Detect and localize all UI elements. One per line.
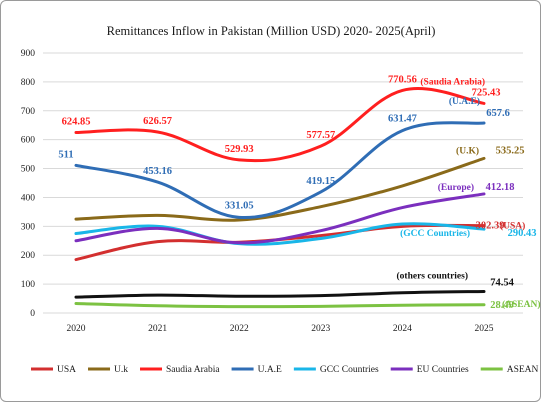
legend-item-gcc-countries: GCC Countries [293,365,379,375]
data-label: 631.47 [388,114,417,125]
data-label: 331.05 [225,200,254,211]
data-label: 419.15 [306,176,335,187]
legend-label: U.k [114,365,128,375]
x-tick-label: 2020 [67,324,86,334]
data-label: 725.43 [472,87,501,98]
series-line-other-countries [74,289,486,299]
annotation-saudia-arabia: (Saudia Arabia) [420,76,485,87]
legend-label: U.A.E [258,365,282,375]
annotation-gcc-countries: (GCC Countries) [400,228,470,239]
data-label: 577.57 [306,130,335,141]
y-tick-label: 900 [21,49,36,59]
series-line-u-a-e [74,121,486,220]
legend: USA U.k Saudia Arabia U.A.E GCC Countries EU … [31,365,539,375]
legend-item-asean: ASEAN [480,365,539,375]
data-label: 511 [58,149,73,160]
y-tick-label: 200 [21,251,36,261]
annotation-europe: (Europe) [438,182,474,193]
annotation-u-k: (U.K) [456,145,479,156]
data-label: 412.18 [486,182,515,193]
series-lines [74,87,486,309]
annotation-usa: (USA) [500,221,525,232]
annotations: (Saudia Arabia) (U.A.E) (U.K) (Europe) (USA)… [397,76,541,309]
legend-item-u-a-e: U.A.E [231,365,282,375]
annotation-asean: (ASEAN) [502,299,541,310]
series-line-gcc-countries [74,222,486,246]
y-tick-label: 0 [30,309,35,319]
x-tick-label: 2025 [475,324,494,334]
x-tick-label: 2021 [148,324,167,334]
x-tick-label: 2024 [393,324,412,334]
data-label: 290.43 [508,228,537,239]
legend-item-saudia-arabia: Saudia Arabia [140,365,220,375]
data-label: 28.49 [490,300,514,311]
x-tick-label: 2023 [311,324,330,334]
x-tick-label: 2022 [230,324,249,334]
x-axis: 2020 2021 2022 2023 2024 2025 [67,324,494,334]
legend-label: GCC Countries [320,365,379,375]
series-line-saudia-arabia [74,87,486,163]
legend-label: USA [57,365,76,375]
data-label: 529.93 [225,144,254,155]
legend-label: EU Countries [417,365,469,375]
data-label: 302.39 [476,221,505,232]
series-line-eu-countries [74,192,486,245]
data-label: 624.85 [62,116,91,127]
series-line-asean [74,301,486,309]
data-label: 626.57 [143,116,172,127]
y-axis: 0 100 200 300 400 500 600 700 800 900 [21,49,36,319]
legend-item-u-k: U.k [88,365,128,375]
data-label: 453.16 [143,166,172,177]
y-tick-label: 700 [21,107,36,117]
y-tick-label: 100 [21,280,36,290]
data-labels: 624.85 626.57 529.93 577.57 770.56 725.43 511 4… [58,74,536,310]
y-tick-label: 800 [21,78,36,88]
annotation-others-countries: (others countries) [397,270,469,281]
y-tick-label: 600 [21,136,36,146]
data-label: 657.6 [486,108,510,119]
legend-label: ASEAN [507,365,539,375]
legend-item-eu-countries: EU Countries [390,365,469,375]
legend-item-usa: USA [31,365,76,375]
y-tick-label: 500 [21,165,36,175]
y-tick-label: 400 [21,193,36,203]
annotation-u-a-e: (U.A.E) [449,96,480,107]
y-tick-label: 300 [21,222,36,232]
chart-title: Remittances Inflow in Pakistan (Million … [107,24,436,38]
data-label: 770.56 [388,74,417,85]
data-label: 74.54 [490,277,514,288]
legend-label: Saudia Arabia [166,365,220,375]
series-line-u-k [74,156,486,222]
data-label: 535.25 [496,145,525,156]
